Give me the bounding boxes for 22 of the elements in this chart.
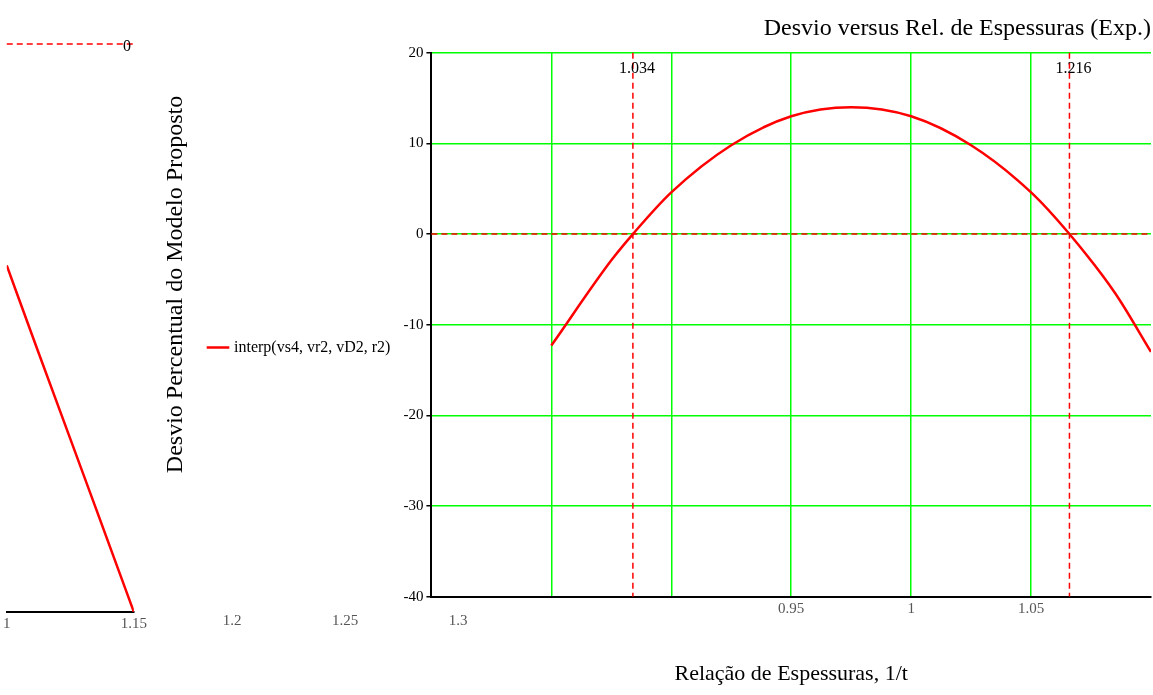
text: 1.2 [222, 612, 242, 629]
y-tick-label: -40 [403, 587, 424, 604]
y-tick-label: -30 [403, 496, 424, 513]
x-tick-label: 0.95 [778, 599, 805, 616]
annotation: 1.034 [618, 59, 655, 76]
x-tick-label: 1.15 [120, 614, 147, 631]
y-tick-label: 20 [408, 43, 424, 60]
y-tick-label: 0 [415, 225, 424, 241]
x-tick-label: 1 [3, 614, 11, 631]
y-axis-title: Desvio Percentual do Modelo Proposto [161, 96, 189, 474]
x-axis-title: Relação de Espessuras, 1/t [674, 659, 908, 685]
x-tick-label: 1.05 [1017, 599, 1045, 616]
annotation: 1.216 [1055, 59, 1092, 76]
x-tick-label: 1 [907, 599, 915, 616]
legend-label: interp(vs4, vr2, vD2, r2) [234, 337, 391, 356]
ref-line-label: 0 [122, 37, 131, 55]
text: 1.3 [448, 612, 468, 629]
chart-title: Desvio versus Rel. de Espessuras (Exp.) [763, 13, 1151, 40]
y-tick-label: 10 [408, 134, 424, 151]
y-tick-label: -10 [403, 315, 424, 332]
text: 1.25 [331, 612, 359, 629]
y-tick-label: -20 [403, 406, 424, 423]
